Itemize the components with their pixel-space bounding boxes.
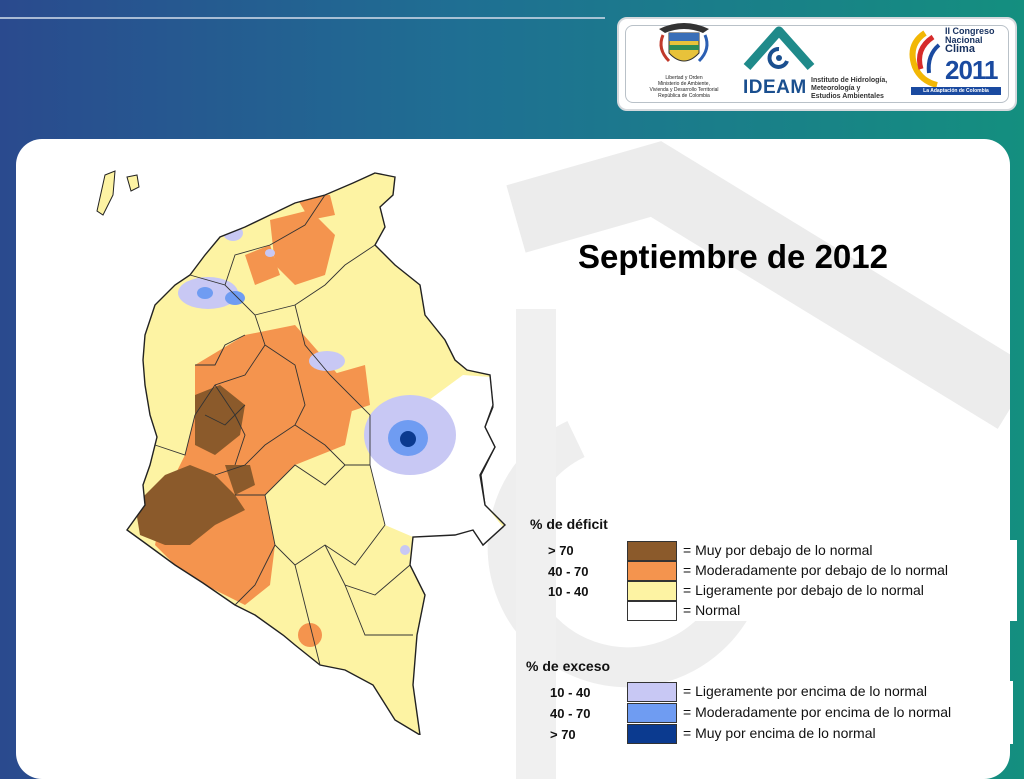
- ideam-subtitle: Instituto de Hidrología, Meteorología y …: [811, 77, 888, 100]
- legend-label-ligeramente-debajo: = Ligeramente por debajo de lo normal: [679, 580, 1017, 601]
- ideam-wordmark: IDEAM: [743, 77, 807, 98]
- legend-label-moderadamente-encima: = Moderadamente por encima de lo normal: [679, 702, 1013, 723]
- legend-exceso-range-1: 10 - 40: [550, 685, 591, 700]
- colombia-coat-of-arms-icon: [659, 23, 709, 63]
- watermark-emblem-icon: [487, 141, 1010, 779]
- congreso-year: 2011: [945, 55, 998, 85]
- legend-exceso-range-2: 40 - 70: [550, 706, 591, 721]
- colombia-precipitation-map: [96, 170, 507, 735]
- logo-strip: Libertad y Orden Ministerio de Ambiente,…: [617, 17, 1017, 111]
- legend-exceso-heading: % de exceso: [526, 658, 611, 674]
- san-andres-island: [96, 170, 116, 216]
- congreso-line1: II Congreso: [945, 26, 995, 36]
- legend-label-normal: = Normal: [679, 600, 1017, 621]
- legend-deficit-heading: % de déficit: [530, 516, 608, 532]
- department-borders: [154, 194, 413, 666]
- legend-label-muy-debajo: = Muy por debajo de lo normal: [679, 540, 1017, 561]
- legend-label-ligeramente-encima: = Ligeramente por encima de lo normal: [679, 681, 1013, 702]
- legend-swatch-muy-encima: [627, 724, 677, 744]
- ideam-watermark: [16, 139, 1010, 779]
- ministerio-logo: Libertad y Orden Ministerio de Ambiente,…: [639, 19, 729, 105]
- legend-label-muy-encima: = Muy por encima de lo normal: [679, 723, 1013, 744]
- legend-deficit-range-1: > 70: [548, 543, 574, 558]
- colombia-outline: [126, 172, 507, 735]
- legend-deficit-range-3: 10 - 40: [548, 584, 589, 599]
- ideam-logo: IDEAM Instituto de Hidrología, Meteorolo…: [739, 23, 889, 101]
- ideam-emblem-icon: [743, 26, 815, 70]
- legend-label-moderadamente-debajo: = Moderadamente por debajo de lo normal: [679, 560, 1017, 581]
- congreso-tagline: La Adaptación de Colombia: [911, 87, 1001, 95]
- congreso-clima-logo: II Congreso Nacional Clima 2011 La Adapt…: [905, 23, 1005, 101]
- legend-swatch-normal: [627, 601, 677, 621]
- legend-exceso-range-3: > 70: [550, 727, 576, 742]
- legend-swatch-moderadamente-debajo: [627, 561, 677, 581]
- legend-swatch-moderadamente-encima: [627, 703, 677, 723]
- legend-deficit-range-2: 40 - 70: [548, 564, 589, 579]
- providencia-island: [126, 174, 140, 192]
- logo-strip-frame: [625, 25, 1009, 103]
- legend-swatch-ligeramente-encima: [627, 682, 677, 702]
- congreso-line2: Nacional: [945, 35, 983, 45]
- ministerio-text: Libertad y Orden Ministerio de Ambiente,…: [649, 75, 719, 99]
- slide-title: Septiembre de 2012: [578, 238, 888, 275]
- legend-swatch-ligeramente-debajo: [627, 581, 677, 601]
- top-divider-line: [0, 17, 605, 19]
- legend-swatch-muy-debajo: [627, 541, 677, 561]
- congreso-line3: Clima: [945, 43, 975, 55]
- congreso-swirl-icon: [909, 30, 941, 88]
